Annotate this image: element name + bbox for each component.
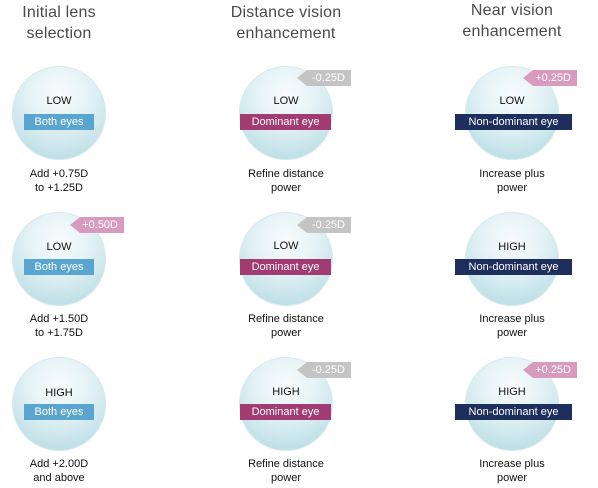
caption-line: Increase plus: [479, 458, 545, 470]
eye-bar-non-dominant-eye: Non-dominant eye: [455, 259, 572, 275]
lens-caption: Refine distance power: [221, 312, 351, 340]
lens-caption: Add +1.50D to +1.75D: [0, 312, 124, 340]
caption-line: Refine distance: [248, 458, 324, 470]
eye-bar-both-eyes: Both eyes: [24, 404, 94, 420]
power-tag: +0.25D: [523, 362, 577, 378]
header-line: selection: [26, 25, 92, 42]
header-line: Initial lens: [22, 4, 96, 21]
eye-bar-both-eyes: Both eyes: [24, 259, 94, 275]
lens-circle: [12, 66, 106, 160]
eye-bar-non-dominant-eye: Non-dominant eye: [455, 114, 572, 130]
power-tag: +0.50D: [70, 217, 124, 233]
caption-line: to +1.75D: [34, 327, 83, 339]
caption-line: Add +2.00D: [29, 458, 89, 470]
lens-level: LOW: [46, 241, 72, 253]
header-line: enhancement: [462, 23, 562, 40]
header-line: Distance vision: [230, 4, 342, 21]
power-tag: +0.25D: [523, 70, 577, 86]
power-tag: -0.25D: [297, 217, 351, 233]
lens-caption: Refine distance power: [221, 167, 351, 195]
caption-line: Refine distance: [248, 168, 324, 180]
eye-bar-dominant-eye: Dominant eye: [240, 404, 331, 420]
caption-line: to +1.25D: [34, 182, 83, 194]
caption-line: Increase plus: [479, 313, 545, 325]
eye-bar-dominant-eye: Dominant eye: [240, 259, 331, 275]
eye-bar-dominant-eye: Dominant eye: [240, 114, 331, 130]
header-distance-vision-enhancement: Distance vision enhancement: [201, 2, 371, 44]
power-tag: -0.25D: [297, 70, 351, 86]
caption-line: Add +0.75D: [29, 168, 89, 180]
caption-line: power: [271, 327, 301, 339]
lens-level: LOW: [273, 240, 299, 252]
header-line: Near vision: [470, 2, 554, 19]
caption-line: power: [271, 472, 301, 484]
eye-bar-non-dominant-eye: Non-dominant eye: [455, 404, 572, 420]
caption-line: power: [497, 472, 527, 484]
caption-line: power: [271, 182, 301, 194]
lens-caption: Increase plus power: [447, 457, 577, 485]
caption-line: Refine distance: [248, 313, 324, 325]
lens-level: HIGH: [498, 241, 526, 253]
caption-line: Add +1.50D: [29, 313, 89, 325]
header-initial-lens-selection: Initial lens selection: [0, 2, 144, 44]
header-line: enhancement: [236, 25, 336, 42]
lens-caption: Add +0.75D to +1.25D: [0, 167, 124, 195]
lens-level: LOW: [273, 95, 299, 107]
lens-caption: Add +2.00D and above: [0, 457, 124, 485]
lens-level: LOW: [499, 95, 525, 107]
eye-bar-both-eyes: Both eyes: [24, 114, 94, 130]
lens-caption: Increase plus power: [447, 167, 577, 195]
lens-caption: Refine distance power: [221, 457, 351, 485]
lens-caption: Increase plus power: [447, 312, 577, 340]
lens-level: HIGH: [272, 386, 300, 398]
caption-line: and above: [33, 472, 85, 484]
caption-line: power: [497, 182, 527, 194]
power-tag: -0.25D: [297, 362, 351, 378]
caption-line: Increase plus: [479, 168, 545, 180]
lens-level: HIGH: [498, 386, 526, 398]
header-near-vision-enhancement: Near vision enhancement: [427, 0, 597, 42]
lens-level: LOW: [46, 95, 72, 107]
caption-line: power: [497, 327, 527, 339]
lens-level: HIGH: [45, 387, 73, 399]
